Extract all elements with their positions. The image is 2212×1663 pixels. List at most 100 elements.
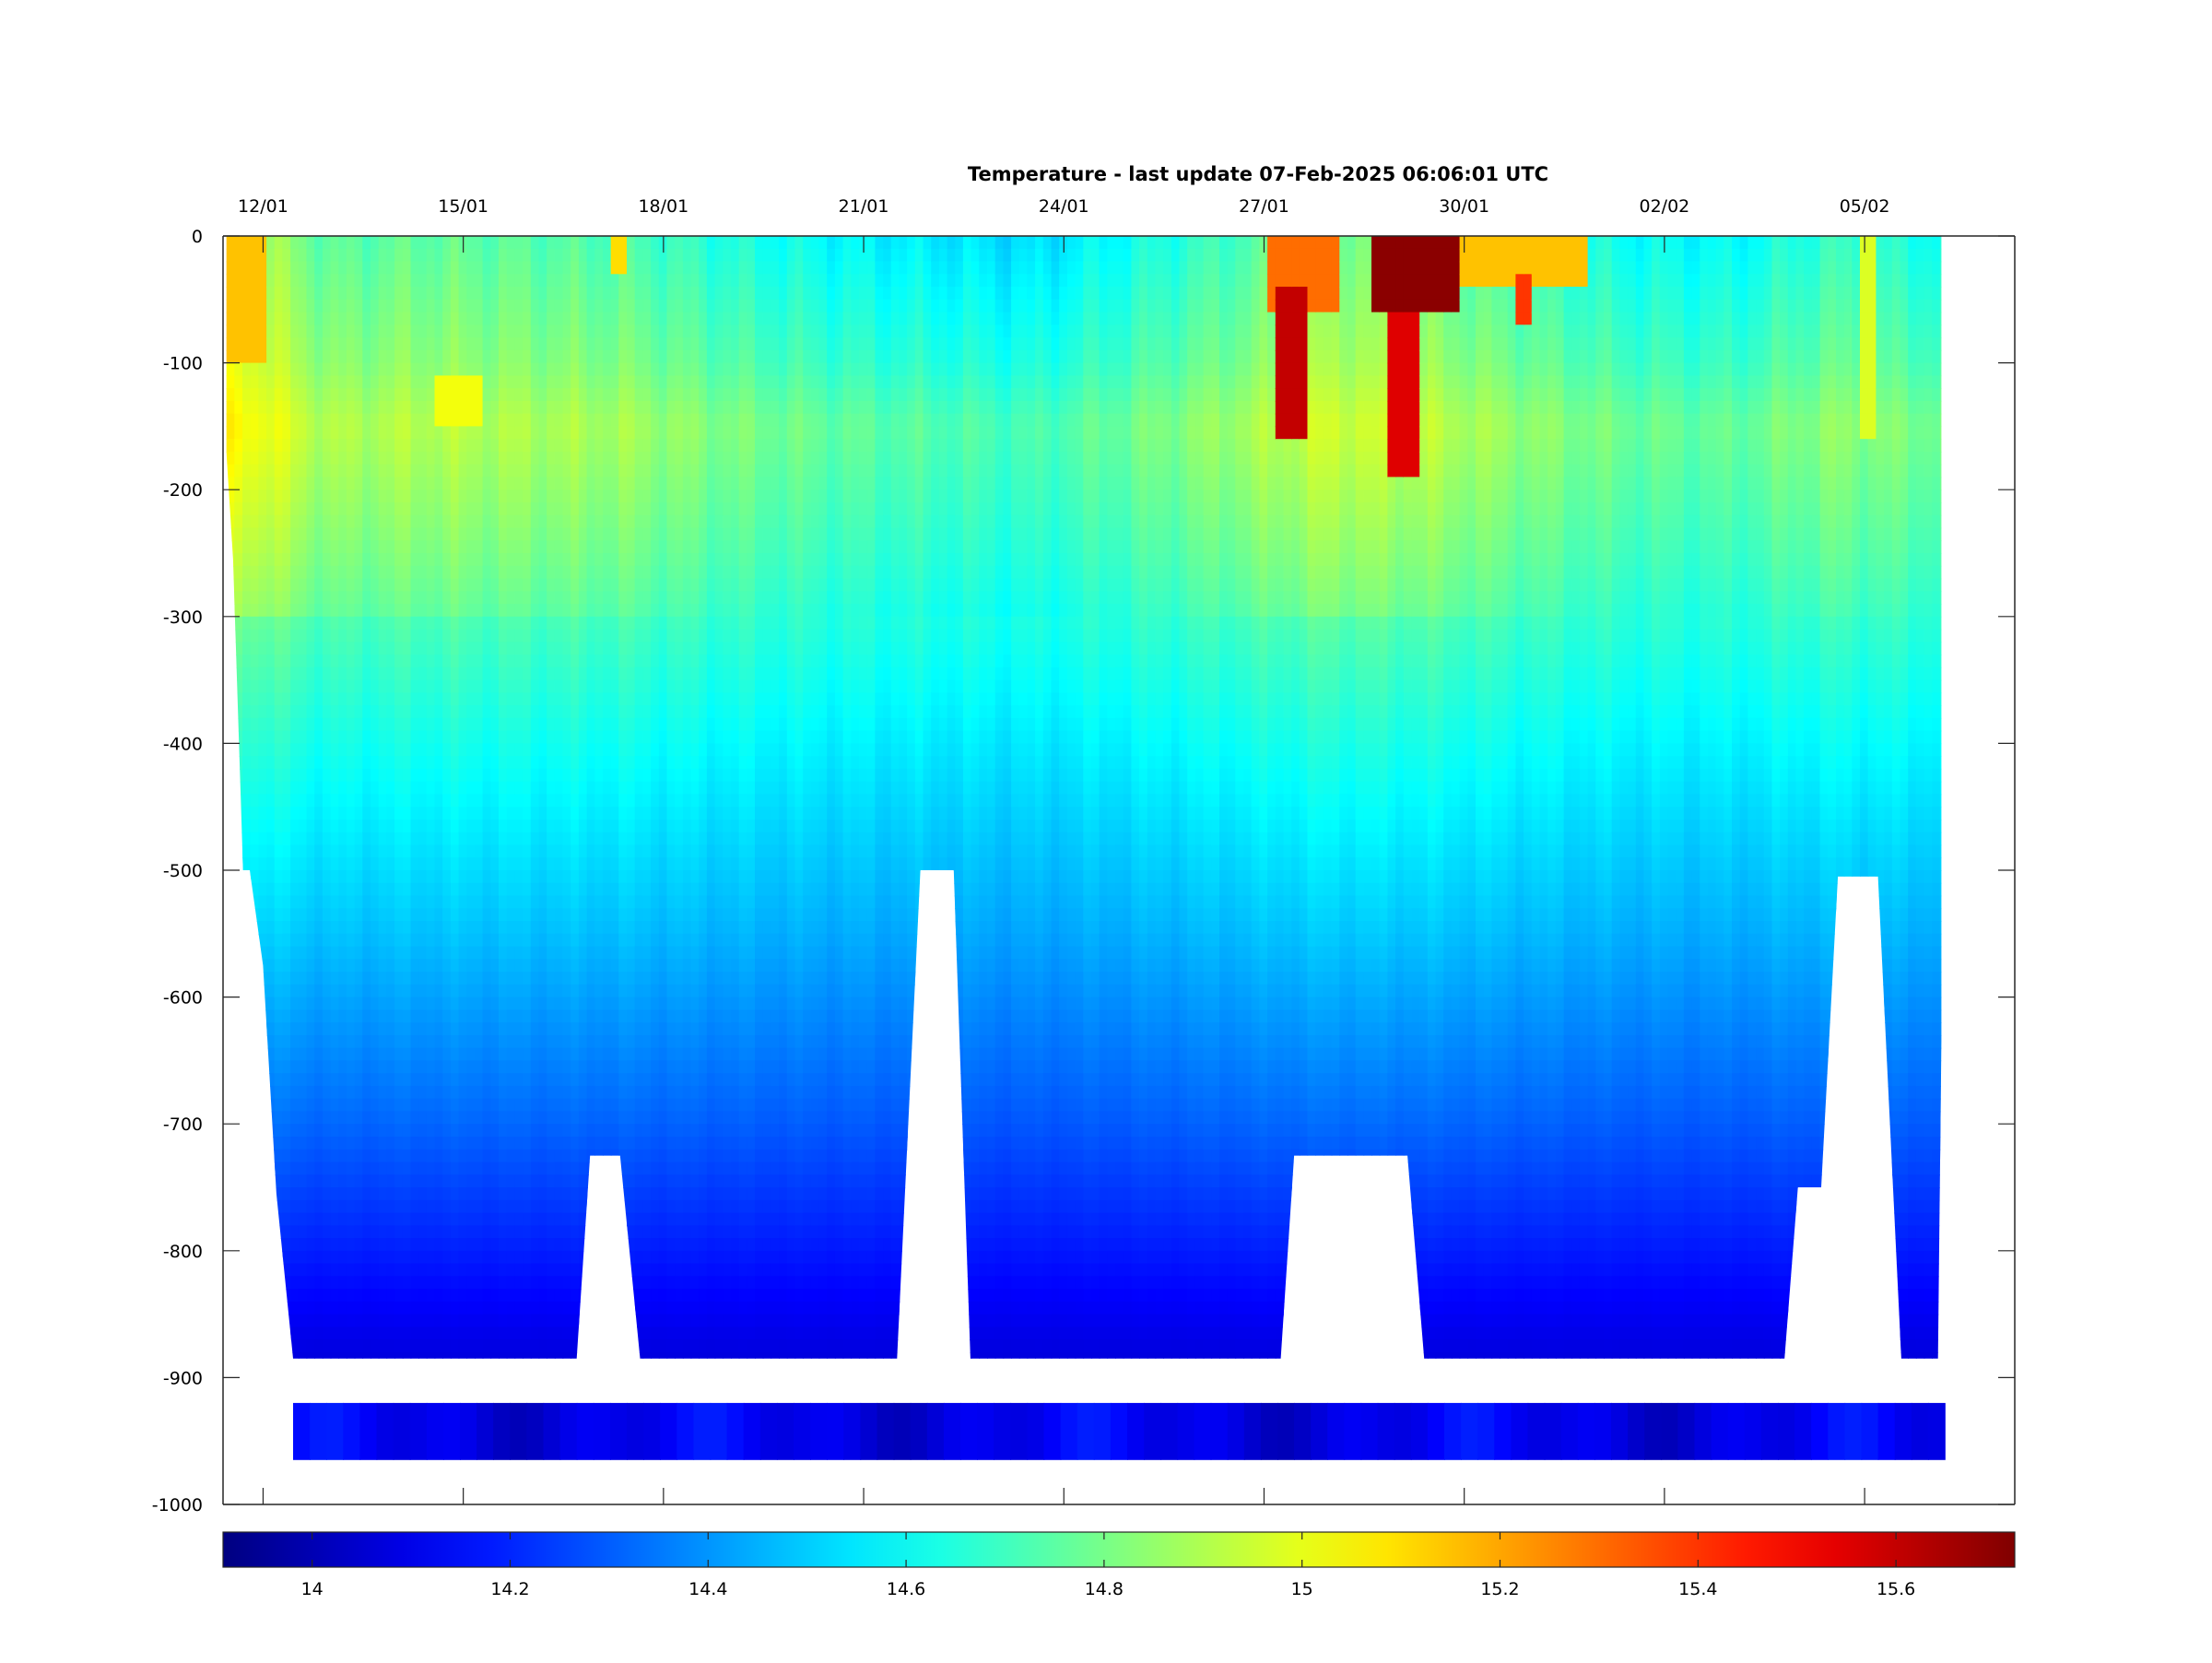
- heat-cell: [242, 844, 252, 859]
- heat-cell: [490, 1238, 500, 1252]
- heat-cell: [362, 1289, 371, 1303]
- heat-cell: [290, 388, 300, 402]
- heat-cell: [402, 1174, 412, 1188]
- heat-cell: [458, 997, 468, 1011]
- heat-cell: [258, 1212, 267, 1227]
- heat-cell: [618, 794, 628, 808]
- heat-cell: [554, 1162, 564, 1176]
- heat-cell: [538, 388, 547, 402]
- heat-cell: [499, 337, 508, 351]
- heat-cell: [562, 1187, 571, 1201]
- heat-cell: [418, 1047, 428, 1062]
- heat-cell: [627, 616, 636, 631]
- heat-cell: [562, 489, 571, 503]
- heat-cell: [338, 743, 347, 757]
- heat-cell: [258, 781, 267, 796]
- heat-cell: [547, 959, 556, 973]
- heat-cell: [603, 743, 612, 757]
- heat-cell: [562, 756, 571, 770]
- heat-cell: [418, 236, 428, 250]
- heat-cell: [627, 261, 636, 276]
- heat-cell: [371, 299, 380, 313]
- heat-cell: [402, 362, 412, 377]
- heat-cell: [475, 895, 484, 910]
- heat-cell: [410, 349, 419, 364]
- heat-cell: [434, 1314, 443, 1328]
- heat-cell: [603, 1124, 612, 1138]
- heat-cell: [586, 337, 596, 351]
- heat-cell: [371, 1327, 380, 1340]
- heat-cell: [306, 362, 315, 377]
- heat-cell: [658, 1162, 668, 1176]
- heat-cell: [266, 1314, 276, 1328]
- heat-cell: [651, 692, 660, 706]
- heat-cell: [482, 857, 492, 871]
- heat-cell: [282, 679, 291, 694]
- heat-cell: [314, 565, 324, 580]
- heat-cell: [410, 502, 419, 516]
- heat-cell: [338, 946, 347, 961]
- heat-cell: [627, 1060, 636, 1074]
- heat-cell: [562, 439, 571, 453]
- heat-cell: [482, 1199, 492, 1214]
- heat-cell: [442, 426, 452, 440]
- heat-cell: [362, 1009, 371, 1023]
- heat-cell: [651, 705, 660, 719]
- heat-cell: [362, 984, 371, 998]
- heat-cell: [506, 1009, 516, 1023]
- heat-cell: [434, 642, 443, 655]
- heat-cell: [242, 1060, 252, 1074]
- heat-cell: [258, 997, 267, 1011]
- heat-cell: [434, 464, 443, 478]
- heat-cell: [594, 959, 604, 973]
- heat-cell: [666, 655, 676, 668]
- heat-cell: [322, 857, 332, 871]
- heat-cell: [627, 882, 636, 897]
- heat-cell: [418, 388, 428, 402]
- heat-cell: [466, 413, 476, 428]
- heat-cell: [434, 921, 443, 935]
- heat-cell: [594, 895, 604, 910]
- heat-cell: [603, 921, 612, 935]
- heat-cell: [490, 527, 500, 542]
- heat-cell: [554, 1212, 564, 1227]
- heat-cell: [514, 743, 524, 757]
- heat-cell: [234, 933, 243, 948]
- heat-cell: [482, 781, 492, 796]
- heat-cell: [475, 1225, 484, 1239]
- heat-cell: [394, 248, 404, 263]
- heat-cell: [523, 933, 532, 948]
- heat-cell: [346, 261, 356, 276]
- heat-cell: [514, 1073, 524, 1087]
- heat-cell: [426, 820, 436, 833]
- heat-cell: [618, 972, 628, 985]
- heat-cell: [490, 629, 500, 643]
- heat-cell: [290, 794, 300, 808]
- heat-cell: [434, 527, 443, 542]
- heat-cell: [306, 794, 315, 808]
- heat-cell: [234, 692, 243, 706]
- heat-cell: [386, 604, 395, 618]
- heat-cell: [306, 1199, 315, 1214]
- heat-cell: [594, 287, 604, 301]
- heat-cell: [499, 1351, 508, 1359]
- heat-cell: [402, 781, 412, 796]
- heat-cell: [282, 1327, 291, 1340]
- heat-cell: [442, 705, 452, 719]
- heat-cell: [642, 756, 652, 770]
- heat-cell: [594, 261, 604, 276]
- heat-cell: [298, 439, 308, 453]
- heat-cell: [506, 400, 516, 415]
- heat-cell: [466, 972, 476, 985]
- heat-cell: [547, 1276, 556, 1290]
- heat-cell: [434, 655, 443, 668]
- heat-cell: [402, 1225, 412, 1239]
- heat-cell: [658, 1250, 668, 1265]
- heat-cell: [627, 540, 636, 554]
- heat-cell: [618, 1212, 628, 1227]
- heat-cell: [290, 730, 300, 745]
- heat-cell: [378, 679, 388, 694]
- heat-cell: [571, 972, 580, 985]
- heat-cell: [314, 451, 324, 466]
- heat-cell: [627, 997, 636, 1011]
